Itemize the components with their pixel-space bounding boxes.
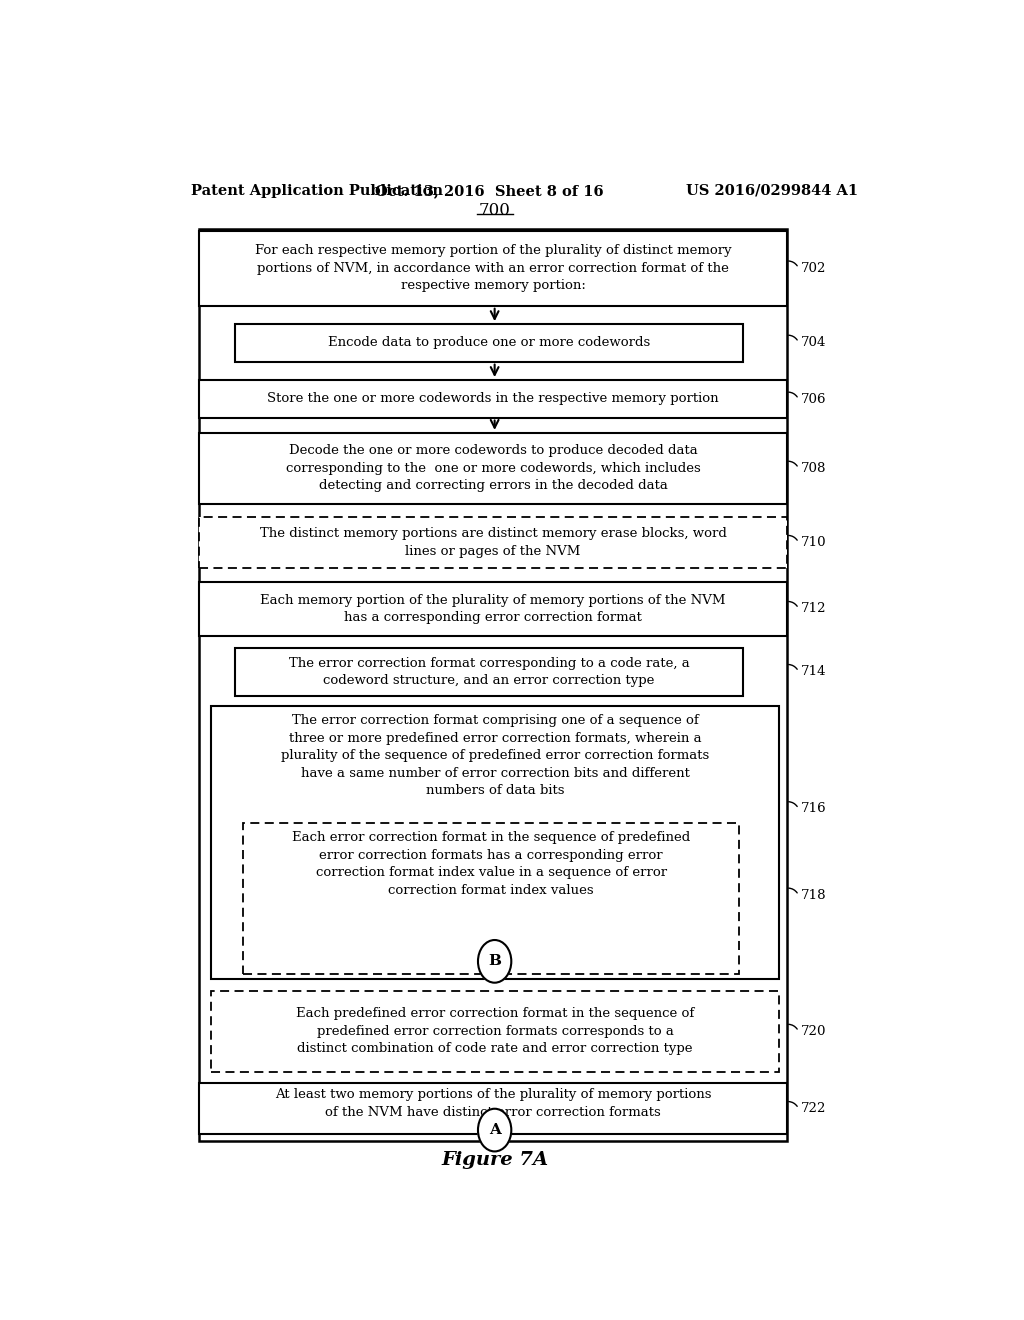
Circle shape xyxy=(478,1109,511,1151)
Text: 714: 714 xyxy=(801,665,826,678)
Bar xyxy=(200,433,786,504)
Text: Encode data to produce one or more codewords: Encode data to produce one or more codew… xyxy=(328,337,650,350)
Bar xyxy=(200,228,786,1142)
Text: Each error correction format in the sequence of predefined
error correction form: Each error correction format in the sequ… xyxy=(292,832,690,896)
Text: 712: 712 xyxy=(801,602,826,615)
Text: Each predefined error correction format in the sequence of
predefined error corr: Each predefined error correction format … xyxy=(296,1007,694,1056)
Text: 722: 722 xyxy=(801,1102,826,1115)
Bar xyxy=(200,1084,786,1134)
Text: The error correction format corresponding to a code rate, a
codeword structure, : The error correction format correspondin… xyxy=(289,657,689,688)
Text: 704: 704 xyxy=(801,335,826,348)
Text: The error correction format comprising one of a sequence of
three or more predef: The error correction format comprising o… xyxy=(281,714,710,797)
Bar xyxy=(200,380,786,417)
Text: For each respective memory portion of the plurality of distinct memory
portions : For each respective memory portion of th… xyxy=(255,244,731,292)
Circle shape xyxy=(478,940,511,982)
Text: Patent Application Publication: Patent Application Publication xyxy=(191,183,443,198)
Text: Oct. 13, 2016  Sheet 8 of 16: Oct. 13, 2016 Sheet 8 of 16 xyxy=(375,183,603,198)
Text: The distinct memory portions are distinct memory erase blocks, word
lines or pag: The distinct memory portions are distinc… xyxy=(260,528,726,558)
Text: 706: 706 xyxy=(801,393,826,405)
Text: 716: 716 xyxy=(801,803,826,816)
Text: Each memory portion of the plurality of memory portions of the NVM
has a corresp: Each memory portion of the plurality of … xyxy=(260,594,726,624)
Text: A: A xyxy=(488,1123,501,1137)
Bar xyxy=(243,824,739,974)
Bar xyxy=(200,231,786,306)
Text: Decode the one or more codewords to produce decoded data
corresponding to the  o: Decode the one or more codewords to prod… xyxy=(286,445,700,492)
Text: At least two memory portions of the plurality of memory portions
of the NVM have: At least two memory portions of the plur… xyxy=(274,1089,712,1119)
Bar xyxy=(211,706,778,978)
Bar xyxy=(200,582,786,636)
Bar xyxy=(236,325,743,362)
Bar xyxy=(236,648,743,696)
Text: B: B xyxy=(488,954,501,969)
Text: 718: 718 xyxy=(801,888,826,902)
Text: 720: 720 xyxy=(801,1026,826,1038)
Text: 702: 702 xyxy=(801,261,826,275)
Bar xyxy=(200,517,786,568)
Text: 708: 708 xyxy=(801,462,826,475)
Text: 710: 710 xyxy=(801,536,826,549)
Text: US 2016/0299844 A1: US 2016/0299844 A1 xyxy=(686,183,858,198)
Text: Figure 7A: Figure 7A xyxy=(441,1151,548,1168)
Text: 700: 700 xyxy=(478,202,511,219)
Bar xyxy=(211,991,778,1072)
Text: Store the one or more codewords in the respective memory portion: Store the one or more codewords in the r… xyxy=(267,392,719,405)
